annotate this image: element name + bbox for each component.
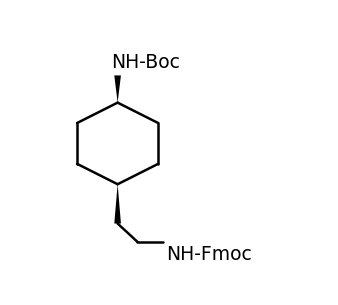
Polygon shape — [114, 75, 121, 103]
Text: NH-Fmoc: NH-Fmoc — [166, 245, 252, 264]
Polygon shape — [114, 184, 121, 224]
Text: NH-Boc: NH-Boc — [112, 53, 180, 72]
